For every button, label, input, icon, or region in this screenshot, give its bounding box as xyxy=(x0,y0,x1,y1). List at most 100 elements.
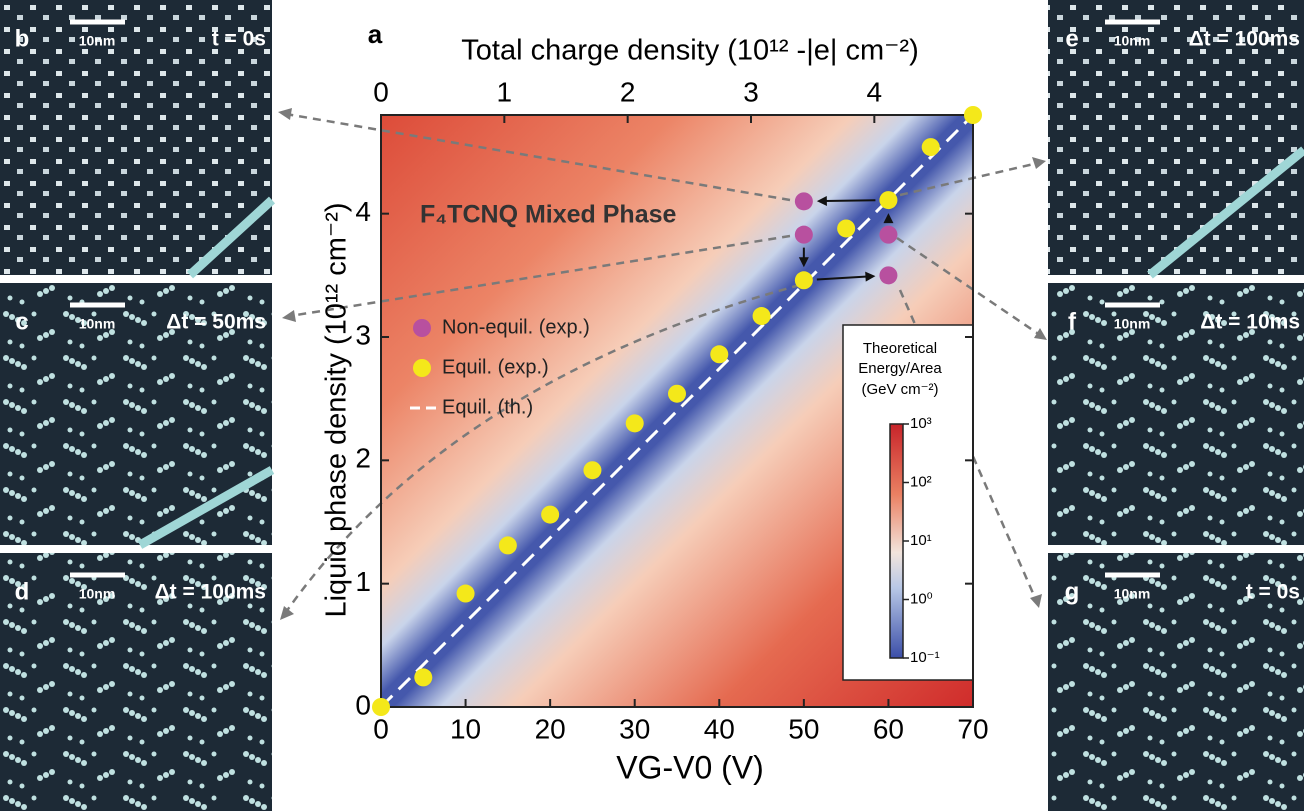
colorbar-title: Energy/Area xyxy=(858,360,942,377)
y-tick-label: 1 xyxy=(355,566,371,597)
x-tick-label: 20 xyxy=(535,713,566,744)
point xyxy=(668,384,686,403)
connector-heads xyxy=(278,108,1047,620)
x2-tick-label: 2 xyxy=(620,76,636,107)
x-tick-label: 0 xyxy=(373,713,389,744)
time-label: Δt = 100ms xyxy=(1189,28,1300,51)
connector xyxy=(289,234,791,318)
point xyxy=(541,505,560,524)
panel-label: a xyxy=(368,19,383,49)
y-axis-title: Liquid phase density (10¹² cm⁻²) xyxy=(321,202,353,617)
point xyxy=(372,698,390,716)
panel-label: g xyxy=(1065,578,1080,605)
annotation: F₄TCNQ Mixed Phase xyxy=(420,201,677,229)
legend-label: Non-equil. (exp.) xyxy=(442,316,590,338)
x2-tick-label: 0 xyxy=(373,76,389,107)
point xyxy=(583,461,602,480)
point xyxy=(498,536,517,555)
point xyxy=(879,191,898,210)
y-tick-label: 4 xyxy=(355,196,371,227)
panel-label: b xyxy=(15,25,30,52)
stm-image xyxy=(0,0,272,275)
panel-label: d xyxy=(15,578,30,605)
panel-label: c xyxy=(15,308,28,335)
x-tick-label: 60 xyxy=(873,713,904,744)
point xyxy=(414,668,433,687)
point xyxy=(964,106,982,124)
time-label: t = 0s xyxy=(212,28,266,51)
colorbar-box xyxy=(842,324,974,681)
stm-image xyxy=(1048,283,1304,545)
colorbar xyxy=(889,423,904,659)
stm-image xyxy=(1048,553,1304,811)
colorbar-tick-label: 10² xyxy=(910,473,932,490)
colorbar-tick-label: 10⁻¹ xyxy=(910,649,940,666)
point xyxy=(879,266,898,285)
colorbar-tick-label: 10⁰ xyxy=(910,590,933,607)
stm-image xyxy=(0,553,272,811)
arrow xyxy=(824,199,876,203)
time-label: t = 0s xyxy=(1246,581,1300,604)
plot-frame xyxy=(380,114,974,708)
arrowhead xyxy=(883,213,894,224)
step-edge xyxy=(137,466,275,549)
point xyxy=(879,225,898,244)
step-edge xyxy=(186,196,276,279)
arrowhead xyxy=(816,195,827,206)
scale-label: 10nm xyxy=(79,316,116,332)
step-edge xyxy=(1147,146,1304,279)
legend-label: Equil. (exp.) xyxy=(442,356,549,378)
connector xyxy=(285,112,791,202)
scale-label: 10nm xyxy=(1114,586,1151,602)
colorbar-tick-label: 10¹ xyxy=(910,532,932,549)
legend-label: Equil. (th.) xyxy=(442,396,533,418)
x2-tick-label: 3 xyxy=(743,76,759,107)
connector xyxy=(896,236,1041,337)
y-tick-label: 3 xyxy=(355,319,371,350)
arrowhead xyxy=(282,310,296,322)
point xyxy=(625,414,644,433)
stm-image xyxy=(1048,0,1304,275)
x2-tick-label: 4 xyxy=(867,76,883,107)
colorbar-title: (GeV cm⁻²) xyxy=(861,381,938,398)
stm-image xyxy=(0,283,272,545)
x-tick-label: 30 xyxy=(619,713,650,744)
x-tick-label: 10 xyxy=(450,713,481,744)
time-label: Δt = 50ms xyxy=(166,311,266,334)
time-label: Δt = 100ms xyxy=(155,581,266,604)
point xyxy=(752,307,771,326)
scale-label: 10nm xyxy=(1114,33,1151,49)
point xyxy=(710,345,729,364)
x-tick-label: 40 xyxy=(704,713,735,744)
theory-line xyxy=(379,113,975,709)
x-tick-label: 50 xyxy=(788,713,819,744)
scale-label: 10nm xyxy=(1114,316,1151,332)
y-tick-label: 2 xyxy=(355,443,371,474)
connector xyxy=(284,283,801,613)
point xyxy=(837,219,856,238)
x-tick-label: 70 xyxy=(957,713,988,744)
x2-tick-label: 1 xyxy=(497,76,513,107)
panel-label: e xyxy=(1065,25,1078,52)
x2-axis-title: Total charge density (10¹² -|e| cm⁻²) xyxy=(461,35,918,67)
arrowhead xyxy=(865,271,876,282)
legend-swatch xyxy=(413,319,431,337)
x-axis-title: VG-V0 (V) xyxy=(616,749,764,785)
arrowhead xyxy=(798,257,809,268)
legend-swatch xyxy=(413,359,431,377)
point xyxy=(794,225,813,244)
time-label: Δt = 10ms xyxy=(1200,311,1300,334)
connector xyxy=(899,161,1039,197)
colorbar-tick-label: 10³ xyxy=(910,415,932,432)
point xyxy=(456,584,475,603)
point xyxy=(794,271,813,290)
point xyxy=(794,192,813,211)
arrowhead xyxy=(280,606,294,620)
point xyxy=(921,138,940,157)
scale-label: 10nm xyxy=(79,33,116,49)
arrowhead xyxy=(1030,594,1042,608)
colorbar-title: Theoretical xyxy=(863,340,937,357)
scale-label: 10nm xyxy=(79,586,116,602)
